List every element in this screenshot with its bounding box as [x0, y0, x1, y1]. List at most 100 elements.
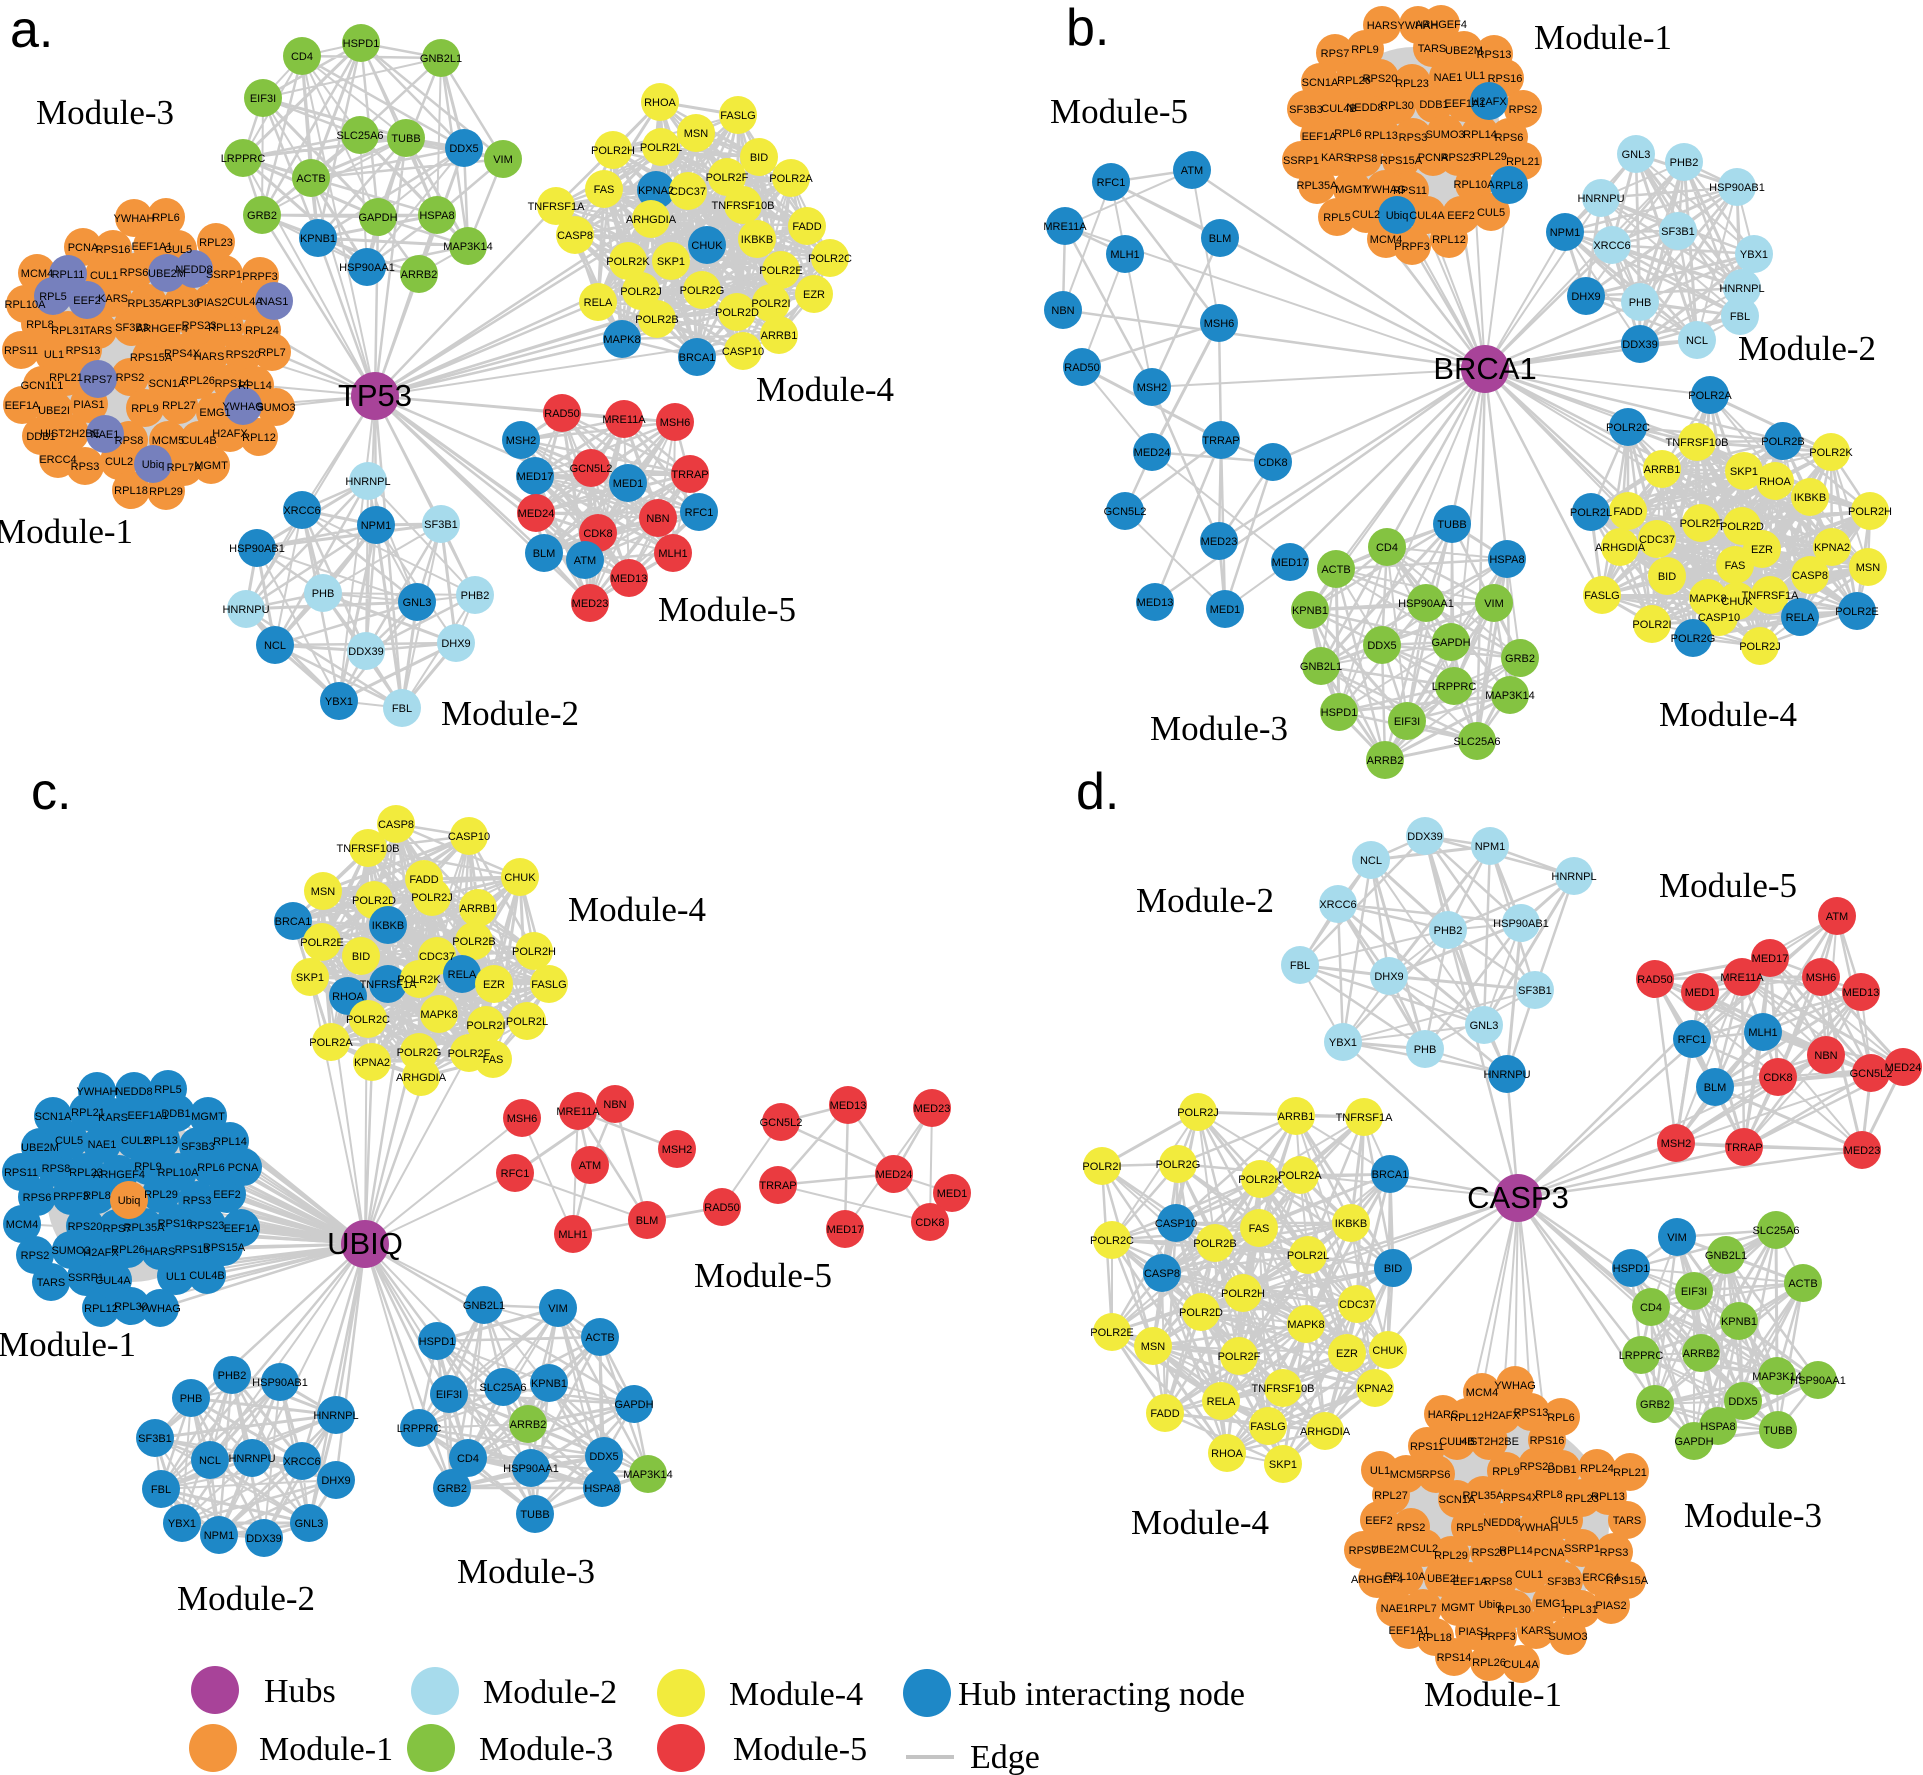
svg-text:RPL10A: RPL10A [1385, 1571, 1427, 1583]
svg-text:LRPPRC: LRPPRC [1619, 1350, 1664, 1362]
svg-text:CASP10: CASP10 [1155, 1218, 1197, 1230]
svg-text:KARS: KARS [1521, 1625, 1551, 1637]
svg-text:MRE11A: MRE11A [602, 414, 646, 426]
svg-text:CDC37: CDC37 [1339, 1299, 1375, 1311]
svg-text:NBN: NBN [1814, 1050, 1837, 1062]
svg-text:POLR2I: POLR2I [466, 1020, 505, 1032]
svg-text:VIM: VIM [493, 154, 513, 166]
svg-text:RPS15A: RPS15A [1380, 155, 1423, 167]
svg-text:BID: BID [1658, 571, 1676, 583]
svg-text:POLR2A: POLR2A [1278, 1170, 1322, 1182]
svg-text:TUBB: TUBB [391, 133, 420, 145]
svg-text:EEF1A: EEF1A [224, 1223, 260, 1235]
svg-text:MED1: MED1 [937, 1188, 968, 1200]
svg-text:MAP3K14: MAP3K14 [1752, 1371, 1802, 1383]
svg-text:DHX9: DHX9 [321, 1475, 350, 1487]
svg-text:MAPK8: MAPK8 [1287, 1319, 1324, 1331]
svg-text:RPS11: RPS11 [4, 1167, 38, 1179]
svg-text:CASP10: CASP10 [722, 346, 764, 358]
svg-text:RPS23: RPS23 [1520, 1461, 1555, 1473]
svg-text:MSH6: MSH6 [1806, 972, 1837, 984]
svg-text:CASP8: CASP8 [1792, 570, 1828, 582]
svg-text:HSPD1: HSPD1 [1613, 1263, 1650, 1275]
svg-text:GNL3: GNL3 [1470, 1020, 1499, 1032]
svg-text:DDB1: DDB1 [161, 1108, 190, 1120]
svg-text:POLR2C: POLR2C [1606, 422, 1650, 434]
svg-text:SUMO3: SUMO3 [51, 1245, 90, 1257]
svg-text:GRB2: GRB2 [437, 1483, 467, 1495]
svg-text:UBE2M: UBE2M [21, 1142, 59, 1154]
svg-text:RPL9: RPL9 [131, 403, 159, 415]
svg-text:MED17: MED17 [1752, 953, 1789, 965]
svg-text:NPM1: NPM1 [361, 520, 392, 532]
svg-text:RPL13: RPL13 [1364, 130, 1398, 142]
svg-text:MSN: MSN [311, 886, 336, 898]
svg-text:RPS20: RPS20 [1472, 1547, 1507, 1559]
svg-text:MRE11A: MRE11A [1720, 972, 1764, 984]
svg-text:POLR2E: POLR2E [1835, 606, 1878, 618]
svg-text:RPL29: RPL29 [144, 1189, 178, 1201]
svg-text:POLR2C: POLR2C [1090, 1235, 1134, 1247]
svg-text:CUL1: CUL1 [90, 270, 118, 282]
svg-text:RPS2: RPS2 [21, 1250, 50, 1262]
svg-text:Module-1: Module-1 [259, 1731, 393, 1768]
svg-text:RPL23: RPL23 [1395, 78, 1429, 90]
svg-text:RPS3: RPS3 [1600, 1547, 1629, 1559]
svg-text:SSRP1: SSRP1 [1564, 1543, 1600, 1555]
svg-text:RPS8: RPS8 [115, 435, 144, 447]
svg-text:UL1: UL1 [44, 349, 64, 361]
svg-text:MLH1: MLH1 [558, 1229, 587, 1241]
svg-text:CUL5: CUL5 [55, 1135, 83, 1147]
svg-text:H2AFX: H2AFX [212, 428, 248, 440]
svg-text:ARHGEF4: ARHGEF4 [1351, 1574, 1403, 1586]
svg-text:SF3B1: SF3B1 [424, 519, 458, 531]
svg-text:DDB1: DDB1 [1547, 1464, 1576, 1476]
svg-text:RPS11: RPS11 [1393, 185, 1427, 197]
svg-text:MED24: MED24 [1885, 1062, 1922, 1074]
svg-text:RPL6: RPL6 [1547, 1412, 1575, 1424]
svg-text:RPS14: RPS14 [1437, 1652, 1472, 1664]
svg-text:FBL: FBL [1730, 311, 1750, 323]
svg-text:RPL9: RPL9 [134, 1161, 162, 1173]
svg-text:MSH2: MSH2 [1661, 1138, 1692, 1150]
svg-text:MED17: MED17 [827, 1224, 864, 1236]
svg-text:RPS23: RPS23 [1441, 152, 1476, 164]
svg-text:UL1: UL1 [1370, 1465, 1390, 1477]
svg-text:FBL: FBL [151, 1484, 171, 1496]
svg-text:SF3B3: SF3B3 [181, 1141, 215, 1153]
svg-text:TRRAP: TRRAP [759, 1180, 796, 1192]
svg-text:FADD: FADD [1613, 506, 1642, 518]
svg-text:RPL30: RPL30 [166, 298, 200, 310]
svg-text:Ubiq: Ubiq [1386, 210, 1409, 222]
svg-text:RPL13: RPL13 [1591, 1491, 1625, 1503]
svg-text:EEF1A1: EEF1A1 [1445, 98, 1486, 110]
svg-text:HSPA8: HSPA8 [1489, 554, 1524, 566]
svg-text:RPS2: RPS2 [1509, 104, 1538, 116]
svg-text:EEF1A: EEF1A [5, 400, 41, 412]
svg-text:NEDD8: NEDD8 [175, 264, 212, 276]
svg-text:SF3B3: SF3B3 [1289, 104, 1323, 116]
svg-text:CD4: CD4 [291, 51, 313, 63]
svg-text:MCM5: MCM5 [152, 435, 184, 447]
svg-text:GAPDH: GAPDH [358, 212, 397, 224]
svg-text:GAPDH: GAPDH [1431, 637, 1470, 649]
svg-text:FADD: FADD [1150, 1408, 1179, 1420]
svg-text:PCNA: PCNA [228, 1162, 259, 1174]
svg-text:BRCA1: BRCA1 [1372, 1169, 1409, 1181]
svg-text:POLR2A: POLR2A [309, 1037, 353, 1049]
svg-text:POLR2D: POLR2D [352, 895, 396, 907]
svg-text:RFC1: RFC1 [1097, 177, 1126, 189]
svg-text:SCN1A: SCN1A [149, 378, 186, 390]
svg-text:TP53: TP53 [338, 378, 412, 413]
svg-text:NPM1: NPM1 [1550, 227, 1581, 239]
svg-text:YWHAH: YWHAH [114, 213, 155, 225]
svg-text:EZR: EZR [803, 289, 825, 301]
svg-text:POLR2L: POLR2L [1287, 1250, 1329, 1262]
svg-text:MED17: MED17 [1272, 557, 1309, 569]
svg-text:CDC37: CDC37 [670, 186, 706, 198]
svg-text:DDX39: DDX39 [1622, 339, 1657, 351]
svg-text:EEF1A1: EEF1A1 [128, 1110, 169, 1122]
svg-text:RPL13: RPL13 [144, 1135, 178, 1147]
svg-text:MSH6: MSH6 [1204, 318, 1235, 330]
svg-text:TUBB: TUBB [1763, 1425, 1792, 1437]
